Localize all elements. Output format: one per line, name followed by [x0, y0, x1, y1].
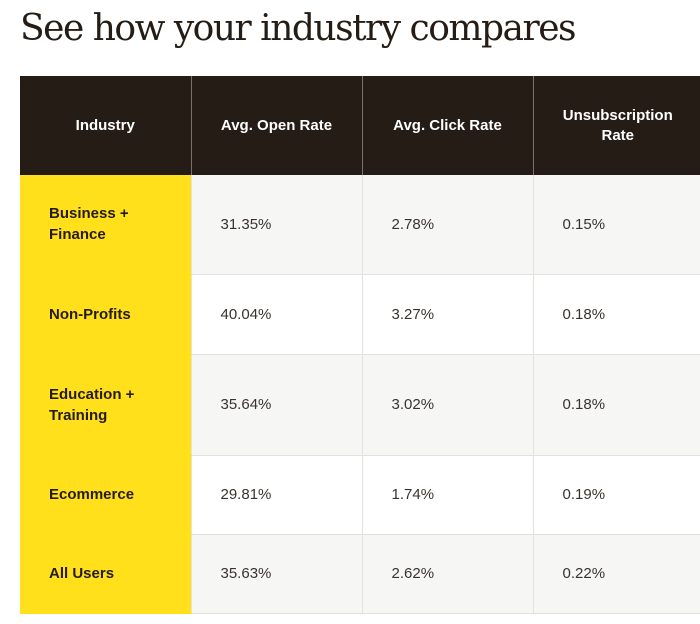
click-rate-value: 2.78% — [361, 175, 533, 275]
unsubscription-rate-value: 0.22% — [532, 534, 700, 614]
header-industry: Industry — [20, 76, 191, 175]
table-row: Business + Finance 31.35% 2.78% 0.15% — [20, 175, 700, 275]
click-rate-value: 1.74% — [361, 455, 533, 535]
header-avg-click-rate: Avg. Click Rate — [361, 76, 533, 175]
click-rate-value: 3.02% — [361, 354, 533, 456]
industry-name: Education + Training — [20, 354, 191, 456]
click-rate-value: 2.62% — [361, 534, 533, 614]
industry-name: Ecommerce — [20, 455, 191, 535]
industry-name: Non-Profits — [20, 274, 191, 355]
open-rate-value: 31.35% — [190, 175, 362, 275]
open-rate-value: 35.63% — [190, 534, 362, 614]
table-row: All Users 35.63% 2.62% 0.22% — [20, 534, 700, 614]
unsubscription-rate-value: 0.19% — [532, 455, 700, 535]
industry-comparison-table: Industry Avg. Open Rate Avg. Click Rate … — [20, 76, 700, 614]
industry-name: Business + Finance — [20, 175, 191, 275]
unsubscription-rate-value: 0.15% — [532, 175, 700, 275]
unsubscription-rate-value: 0.18% — [532, 354, 700, 456]
open-rate-value: 29.81% — [190, 455, 362, 535]
table-row: Ecommerce 29.81% 1.74% 0.19% — [20, 455, 700, 535]
header-avg-open-rate: Avg. Open Rate — [190, 76, 362, 175]
industry-name: All Users — [20, 534, 191, 614]
table-row: Education + Training 35.64% 3.02% 0.18% — [20, 354, 700, 456]
header-unsubscription-rate: Unsubscription Rate — [532, 76, 700, 175]
table-row: Non-Profits 40.04% 3.27% 0.18% — [20, 274, 700, 355]
unsubscription-rate-value: 0.18% — [532, 274, 700, 355]
open-rate-value: 40.04% — [190, 274, 362, 355]
page-title: See how your industry compares — [20, 8, 577, 49]
table-header-row: Industry Avg. Open Rate Avg. Click Rate … — [20, 76, 700, 175]
click-rate-value: 3.27% — [361, 274, 533, 355]
open-rate-value: 35.64% — [190, 354, 362, 456]
